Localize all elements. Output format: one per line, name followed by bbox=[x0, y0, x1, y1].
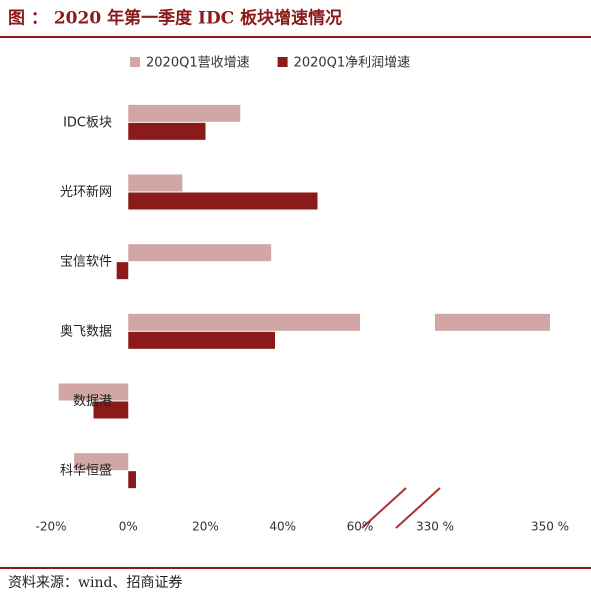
chart-title: 图 ： 2020 年第一季度 IDC 板块增速情况 bbox=[8, 8, 342, 29]
legend-label: 2020Q1营收增速 bbox=[146, 56, 250, 71]
legend-label: 2020Q1净利润增速 bbox=[294, 56, 411, 71]
bar bbox=[128, 313, 360, 331]
legend-swatch bbox=[277, 57, 288, 67]
y-tick-label: 数据港 bbox=[73, 394, 112, 409]
bar bbox=[74, 453, 129, 471]
bar bbox=[128, 192, 318, 210]
bar bbox=[128, 244, 272, 262]
bar bbox=[128, 471, 136, 489]
y-tick-label: 光环新网 bbox=[60, 184, 112, 200]
bar bbox=[93, 401, 129, 419]
bar-continued bbox=[435, 313, 550, 331]
axis-break bbox=[395, 487, 441, 529]
x2-tick-label: 350 % bbox=[531, 520, 569, 534]
y-tick-label: 宝信软件 bbox=[60, 255, 112, 270]
x-tick-label: 60% bbox=[347, 520, 374, 534]
bar bbox=[128, 104, 241, 122]
bar bbox=[128, 122, 206, 140]
y-tick-label: 科华恒盛 bbox=[60, 464, 112, 479]
source: 资料来源：wind、招商证券 bbox=[8, 575, 182, 591]
x-tick-label: -20% bbox=[35, 520, 66, 534]
x-tick-label: 40% bbox=[269, 520, 296, 534]
bar bbox=[116, 262, 129, 280]
x-tick-label: 0% bbox=[119, 520, 138, 534]
x-tick-label: 20% bbox=[192, 520, 219, 534]
y-tick-label: 奥飞数据 bbox=[60, 324, 112, 339]
bar bbox=[128, 174, 183, 192]
x2-tick-label: 330 % bbox=[416, 520, 454, 534]
legend-swatch bbox=[130, 57, 140, 67]
y-tick-label: IDC板块 bbox=[63, 115, 112, 130]
bar bbox=[58, 383, 129, 401]
bar bbox=[128, 331, 276, 349]
axis-break bbox=[361, 487, 407, 529]
